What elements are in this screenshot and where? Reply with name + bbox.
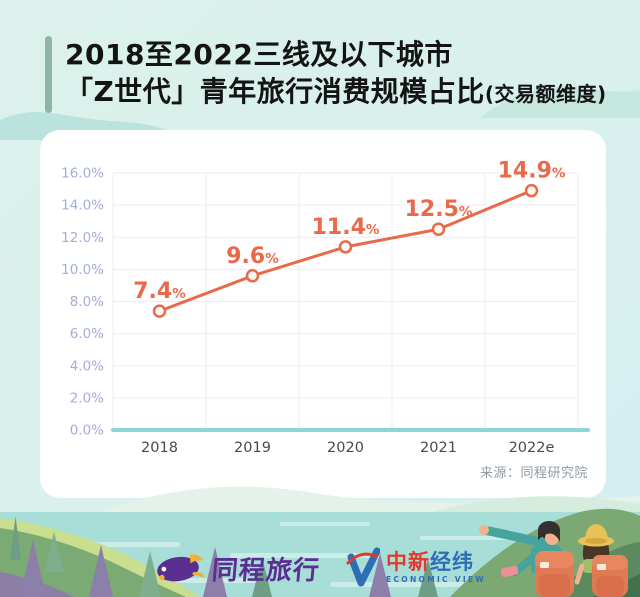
data-point <box>152 304 167 318</box>
left-hill <box>0 528 186 597</box>
footer-logos: 同程旅行 中新经纬 ECONOMIC VIEW <box>0 544 640 592</box>
data-label: 9.6% <box>226 244 279 269</box>
y-tick-label: 4.0% <box>70 358 104 374</box>
page-title: 2018至2022三线及以下城市 「Z世代」青年旅行消费规模占比(交易额维度) <box>65 36 607 113</box>
x-tick-label: 2018 <box>141 440 178 456</box>
title-line-1: 2018至2022三线及以下城市 <box>65 38 453 71</box>
jwview-logo-text: 中新经纬 ECONOMIC VIEW <box>386 552 486 584</box>
chart-title-block: 2018至2022三线及以下城市 「Z世代」青年旅行消费规模占比(交易额维度) <box>45 36 607 113</box>
y-tick-label: 16.0% <box>61 166 104 182</box>
title-accent-bar <box>45 36 52 113</box>
data-point <box>245 269 260 283</box>
tongcheng-logo: 同程旅行 <box>154 548 322 588</box>
trees <box>10 516 438 597</box>
hiker-woman <box>574 524 628 597</box>
jwview-cn-red: 中新 <box>386 550 431 575</box>
x-tick-label: 2019 <box>234 440 271 456</box>
x-tick-label: 2021 <box>420 440 457 456</box>
blimp-icon <box>157 554 205 582</box>
cloud-decoration-right <box>480 86 640 118</box>
x-tick-label: 2022e <box>509 440 555 456</box>
y-tick-label: 0.0% <box>70 423 104 439</box>
hiker-man <box>479 521 574 597</box>
data-label: 14.9% <box>498 159 566 184</box>
chart-card: 0.0% 2.0% 4.0% 6.0% 8.0% 10.0% 12.0% 14.0% 16.0%… <box>40 130 606 498</box>
jwview-cn-blue: 经纬 <box>430 550 475 575</box>
x-tick-label: 2020 <box>327 440 364 456</box>
y-tick-label: 14.0% <box>61 198 104 214</box>
title-line-2: 「Z世代」青年旅行消费规模占比(交易额维度) <box>65 75 607 108</box>
landscape-illustration <box>0 486 640 597</box>
source-note: 来源：同程研究院 <box>479 466 588 481</box>
y-tick-label: 2.0% <box>70 390 104 406</box>
y-tick-label: 8.0% <box>70 294 104 310</box>
data-label: 11.4% <box>312 215 380 240</box>
tongcheng-logo-text: 同程旅行 <box>210 555 322 586</box>
jwview-en-text: ECONOMIC VIEW <box>386 575 486 585</box>
data-point <box>338 240 353 254</box>
checkmark-swoosh-icon <box>346 547 381 587</box>
title-suffix: (交易额维度) <box>484 82 607 106</box>
line-chart: 0.0% 2.0% 4.0% 6.0% 8.0% 10.0% 12.0% 14.0% 16.0%… <box>61 159 590 456</box>
data-point <box>524 183 539 198</box>
y-tick-label: 10.0% <box>61 262 104 278</box>
data-label: 7.4% <box>133 279 186 304</box>
data-label: 12.5% <box>405 197 473 222</box>
y-tick-label: 12.0% <box>61 230 104 246</box>
hikers-illustration <box>479 521 628 597</box>
jwview-logo: 中新经纬 ECONOMIC VIEW <box>346 547 486 589</box>
data-point <box>431 222 446 236</box>
y-tick-label: 6.0% <box>70 326 104 342</box>
